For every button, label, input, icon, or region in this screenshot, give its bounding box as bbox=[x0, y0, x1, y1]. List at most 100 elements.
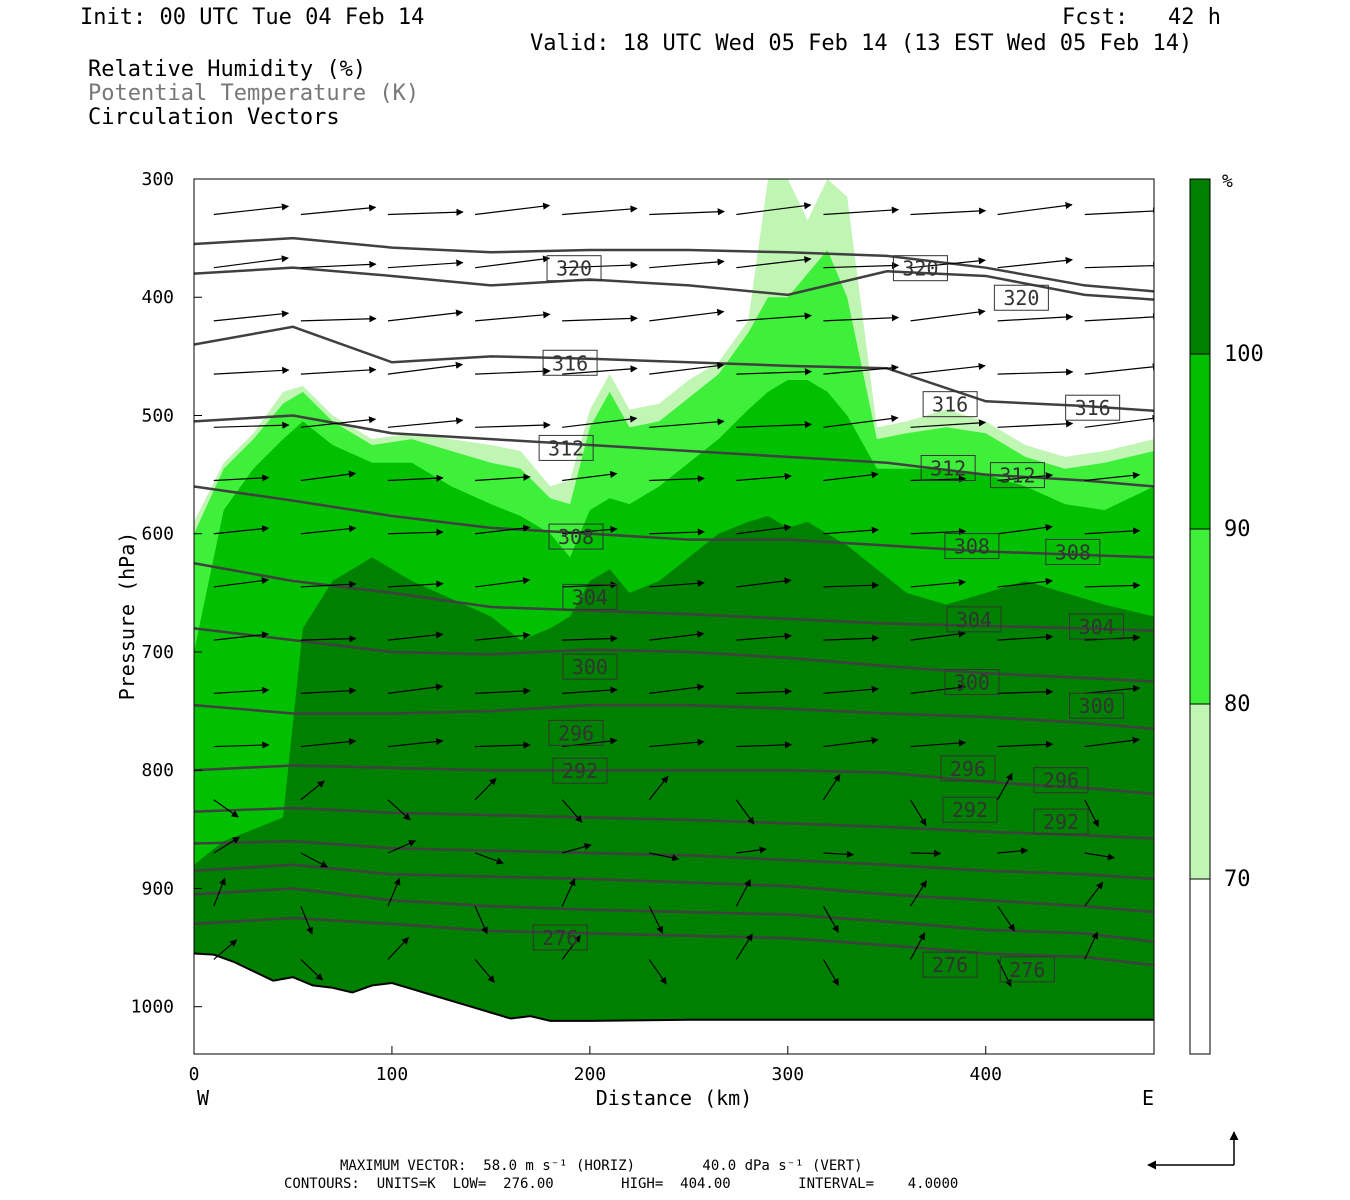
contour-label: 276 bbox=[532, 924, 588, 951]
circulation-vector bbox=[387, 737, 444, 748]
circulation-vector bbox=[1084, 799, 1099, 828]
circulation-vector bbox=[300, 525, 357, 535]
theta-contour-284 bbox=[194, 863, 1154, 914]
contour-label-text: 296 bbox=[1043, 769, 1079, 793]
circulation-vector bbox=[475, 367, 551, 375]
circulation-vector bbox=[997, 772, 1013, 801]
circulation-vector bbox=[1084, 736, 1140, 748]
contour-label-text: 308 bbox=[1055, 540, 1091, 564]
circulation-vector bbox=[387, 361, 464, 375]
circulation-vector bbox=[648, 959, 667, 985]
contour-label: 320 bbox=[993, 284, 1049, 311]
contour-label-text: 300 bbox=[572, 655, 608, 679]
circulation-vector bbox=[736, 368, 813, 376]
circulation-vector bbox=[648, 905, 664, 934]
contour-label-text: 296 bbox=[950, 757, 986, 781]
circulation-vector bbox=[213, 877, 226, 907]
circulation-vector bbox=[213, 474, 270, 482]
circulation-vector bbox=[649, 579, 705, 588]
circulation-vector bbox=[387, 580, 444, 588]
circulation-vector bbox=[823, 634, 880, 642]
circulation-vector bbox=[300, 260, 377, 269]
contour-label: 292 bbox=[1033, 808, 1089, 835]
circulation-vector bbox=[213, 421, 290, 429]
contour-label: 276 bbox=[999, 956, 1055, 983]
legend-vectors: Circulation Vectors bbox=[88, 105, 340, 130]
circulation-vector bbox=[387, 877, 401, 907]
contour-label-text: 320 bbox=[1003, 286, 1039, 310]
terrain-line bbox=[194, 952, 1154, 1022]
contour-label: 308 bbox=[944, 533, 1000, 560]
circulation-vector bbox=[997, 256, 1073, 269]
y-tick-label: 800 bbox=[141, 760, 174, 781]
circulation-vector bbox=[562, 205, 638, 216]
circulation-vector bbox=[474, 577, 531, 588]
circulation-vector bbox=[822, 905, 839, 933]
circulation-vector bbox=[649, 308, 725, 322]
circulation-vector bbox=[562, 365, 638, 375]
circulation-vector bbox=[1084, 313, 1154, 322]
contour-label-text: 308 bbox=[954, 535, 990, 559]
circulation-vector bbox=[649, 362, 725, 375]
forecast-hour: Fcst: 42 h bbox=[1062, 5, 1221, 30]
contour-label: 296 bbox=[548, 719, 604, 746]
circulation-vector bbox=[736, 421, 813, 429]
circulation-vector bbox=[736, 741, 793, 749]
circulation-vector bbox=[822, 959, 839, 986]
contour-label-text: 304 bbox=[1079, 615, 1115, 639]
circulation-vector bbox=[387, 259, 464, 269]
circulation-vector bbox=[562, 634, 618, 643]
circulation-vector bbox=[736, 846, 767, 854]
circulation-vector bbox=[474, 255, 551, 269]
circulation-vector bbox=[910, 630, 966, 641]
contour-label-text: 320 bbox=[556, 257, 592, 281]
circulation-vector bbox=[736, 202, 812, 216]
circulation-vector bbox=[387, 309, 464, 322]
x-axis-label: Distance (km) bbox=[596, 1086, 753, 1110]
circulation-vector bbox=[910, 684, 966, 694]
circulation-vector bbox=[997, 740, 1054, 749]
circulation-vector bbox=[300, 470, 357, 482]
contour-label-text: 316 bbox=[552, 351, 588, 375]
y-tick-label: 1000 bbox=[131, 997, 174, 1018]
contour-label-text: 300 bbox=[954, 671, 990, 695]
circulation-vector bbox=[735, 879, 751, 907]
contour-label: 316 bbox=[1065, 394, 1121, 421]
circulation-vector bbox=[561, 799, 583, 823]
circulation-vector bbox=[213, 310, 290, 322]
circulation-vector bbox=[300, 958, 324, 981]
colorbar-level-label: 100 bbox=[1224, 342, 1264, 367]
plot-frame bbox=[193, 178, 1155, 1055]
circulation-vector bbox=[649, 738, 705, 748]
circulation-vector bbox=[213, 366, 290, 375]
colorbar-level-label: 70 bbox=[1224, 867, 1251, 892]
y-tick-label: 600 bbox=[141, 524, 174, 545]
circulation-vector bbox=[910, 799, 927, 827]
contour-label: 320 bbox=[892, 255, 948, 282]
legend-rh: Relative Humidity (%) bbox=[88, 57, 367, 82]
contour-label: 304 bbox=[562, 583, 618, 610]
theta-contour-292 bbox=[194, 806, 1154, 841]
circulation-vector bbox=[997, 202, 1073, 216]
contour-label-text: 320 bbox=[902, 257, 938, 281]
circulation-vector bbox=[997, 313, 1074, 322]
rh-fill-80 bbox=[194, 249, 1154, 1021]
circulation-vector bbox=[910, 419, 987, 428]
valid-time: Valid: 18 UTC Wed 05 Feb 14 (13 EST Wed … bbox=[530, 31, 1193, 56]
colorbar-level-label: 90 bbox=[1224, 517, 1251, 542]
y-tick-label: 900 bbox=[141, 878, 174, 899]
circulation-vector bbox=[736, 256, 812, 269]
circulation-vector bbox=[823, 736, 879, 748]
rh-fill-90 bbox=[194, 380, 1154, 1021]
circulation-vector bbox=[387, 683, 444, 694]
x-tick-label: 400 bbox=[969, 1064, 1002, 1085]
colorbar-segment bbox=[1189, 878, 1211, 1055]
circulation-vector bbox=[1084, 931, 1098, 960]
contour-label: 312 bbox=[920, 455, 976, 482]
contour-label: 292 bbox=[942, 796, 998, 823]
circulation-vector bbox=[736, 687, 793, 696]
contour-label: 316 bbox=[542, 349, 598, 376]
circulation-vector bbox=[300, 580, 357, 588]
contour-label: 300 bbox=[562, 653, 618, 680]
circulation-vector bbox=[649, 528, 705, 536]
